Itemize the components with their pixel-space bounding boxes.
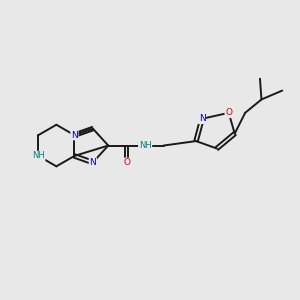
Text: NH: NH	[139, 141, 152, 150]
Text: N: N	[89, 158, 96, 167]
Text: NH: NH	[32, 152, 45, 160]
Text: O: O	[123, 158, 130, 167]
Text: O: O	[225, 108, 232, 117]
Text: N: N	[71, 130, 78, 140]
Text: N: N	[199, 114, 206, 123]
